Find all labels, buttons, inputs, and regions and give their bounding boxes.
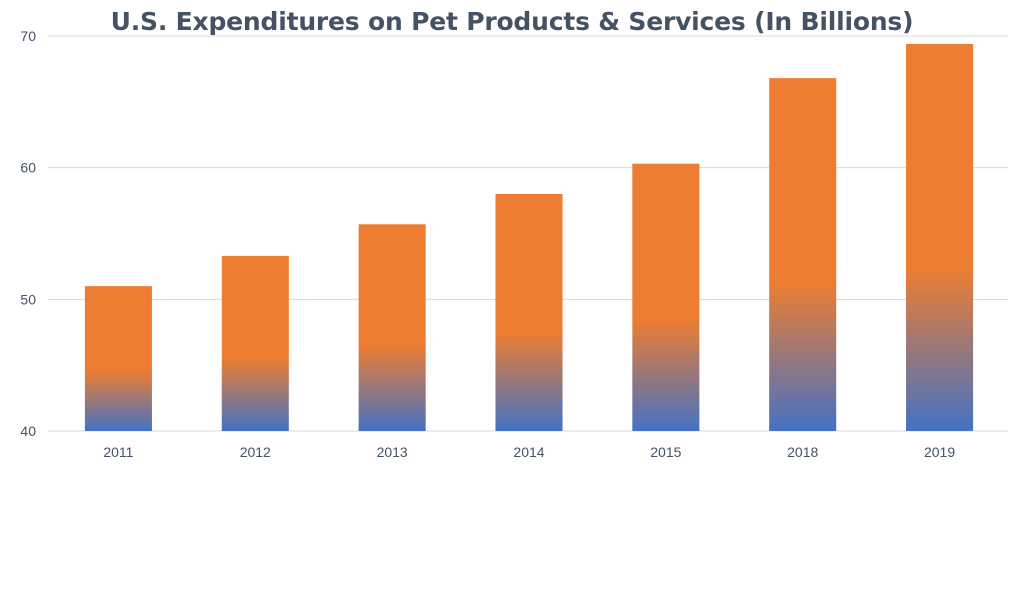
y-tick-label: 40 bbox=[20, 423, 36, 439]
bar-2014 bbox=[495, 194, 563, 431]
bars bbox=[84, 43, 974, 432]
x-tick-label: 2014 bbox=[513, 444, 544, 460]
x-tick-label: 2019 bbox=[924, 444, 955, 460]
x-tick-label: 2012 bbox=[240, 444, 271, 460]
chart-title: U.S. Expenditures on Pet Products & Serv… bbox=[110, 7, 914, 36]
y-tick-label: 60 bbox=[20, 160, 36, 176]
x-axis-tick-labels: 2011 2012 2013 2014 2015 2018 2019 bbox=[103, 444, 955, 460]
x-tick-label: 2015 bbox=[650, 444, 681, 460]
bar-2013 bbox=[358, 224, 426, 431]
bar-2019 bbox=[906, 43, 974, 432]
x-tick-label: 2011 bbox=[103, 444, 133, 460]
bar-2012 bbox=[221, 255, 289, 431]
y-tick-label: 50 bbox=[20, 291, 36, 307]
bar-2011 bbox=[84, 286, 152, 431]
x-tick-label: 2013 bbox=[377, 444, 408, 460]
bar-2018 bbox=[769, 78, 837, 431]
x-tick-label: 2018 bbox=[787, 444, 818, 460]
y-axis-tick-labels: 40 50 60 70 bbox=[20, 28, 36, 439]
y-tick-label: 70 bbox=[20, 28, 36, 44]
bar-2015 bbox=[632, 163, 700, 431]
